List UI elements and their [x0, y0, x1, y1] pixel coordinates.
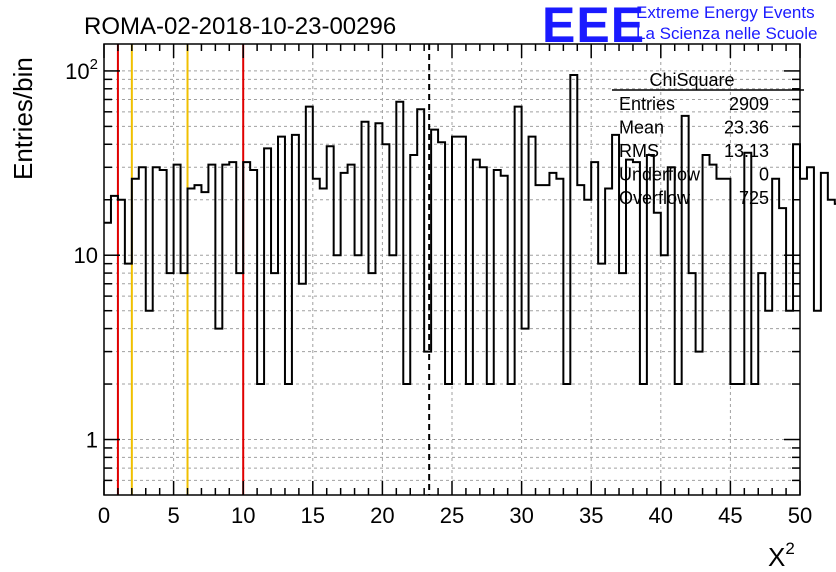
stats-row-label: Entries — [619, 94, 675, 114]
stats-box: ChiSquare Entries 2909 Mean 23.36 RMS 13.13 Un… — [612, 70, 804, 208]
y-tick-label-base: 10 — [65, 59, 89, 84]
axis-ticks — [103, 44, 801, 495]
x-tick-labels: 0 5 10 15 20 25 30 35 40 45 50 — [98, 503, 812, 528]
stats-title: ChiSquare — [649, 70, 734, 90]
y-tick-label: 1 — [86, 428, 98, 453]
x-tick-label: 50 — [788, 503, 812, 528]
y-tick-label: 102 — [65, 56, 98, 84]
stats-row-value: 725 — [739, 188, 769, 208]
stats-row-value: 2909 — [729, 94, 769, 114]
stats-row-label: RMS — [619, 141, 659, 161]
x-tick-label: 10 — [231, 503, 255, 528]
stats-row-label: Mean — [619, 118, 664, 138]
x-tick-label: 0 — [98, 503, 110, 528]
x-tick-label: 45 — [718, 503, 742, 528]
x-tick-label: 5 — [167, 503, 179, 528]
x-tick-label: 30 — [509, 503, 533, 528]
y-tick-label: 10 — [74, 243, 98, 268]
x-tick-label: 25 — [440, 503, 464, 528]
y-tick-label-base: 10 — [74, 243, 98, 268]
x-tick-label: 15 — [301, 503, 325, 528]
stats-row-label: Overflow — [619, 188, 691, 208]
x-tick-label: 40 — [649, 503, 673, 528]
histogram-outline — [104, 74, 836, 386]
eee-logo: EEE — [542, 0, 645, 53]
stats-rows: Entries 2909 Mean 23.36 RMS 13.13 Underflow 0 Ov… — [619, 94, 769, 208]
x-tick-label: 20 — [370, 503, 394, 528]
stats-row-value: 23.36 — [724, 118, 769, 138]
y-tick-label-exponent: 2 — [90, 56, 98, 73]
stats-row-value: 0 — [759, 165, 769, 185]
y-axis-label: Entries/bin — [8, 57, 38, 180]
y-tick-label-base: 1 — [86, 428, 98, 453]
x-tick-label: 35 — [579, 503, 603, 528]
chart-title: ROMA-02-2018-10-23-00296 — [84, 13, 396, 40]
x-axis-label: X2 — [768, 539, 795, 572]
logo-line-2: La Scienza nelle Scuole — [636, 24, 817, 43]
logo-line-1: Extreme Energy Events — [636, 3, 815, 22]
stats-row-label: Underflow — [619, 165, 701, 185]
stats-row-value: 13.13 — [724, 141, 769, 161]
